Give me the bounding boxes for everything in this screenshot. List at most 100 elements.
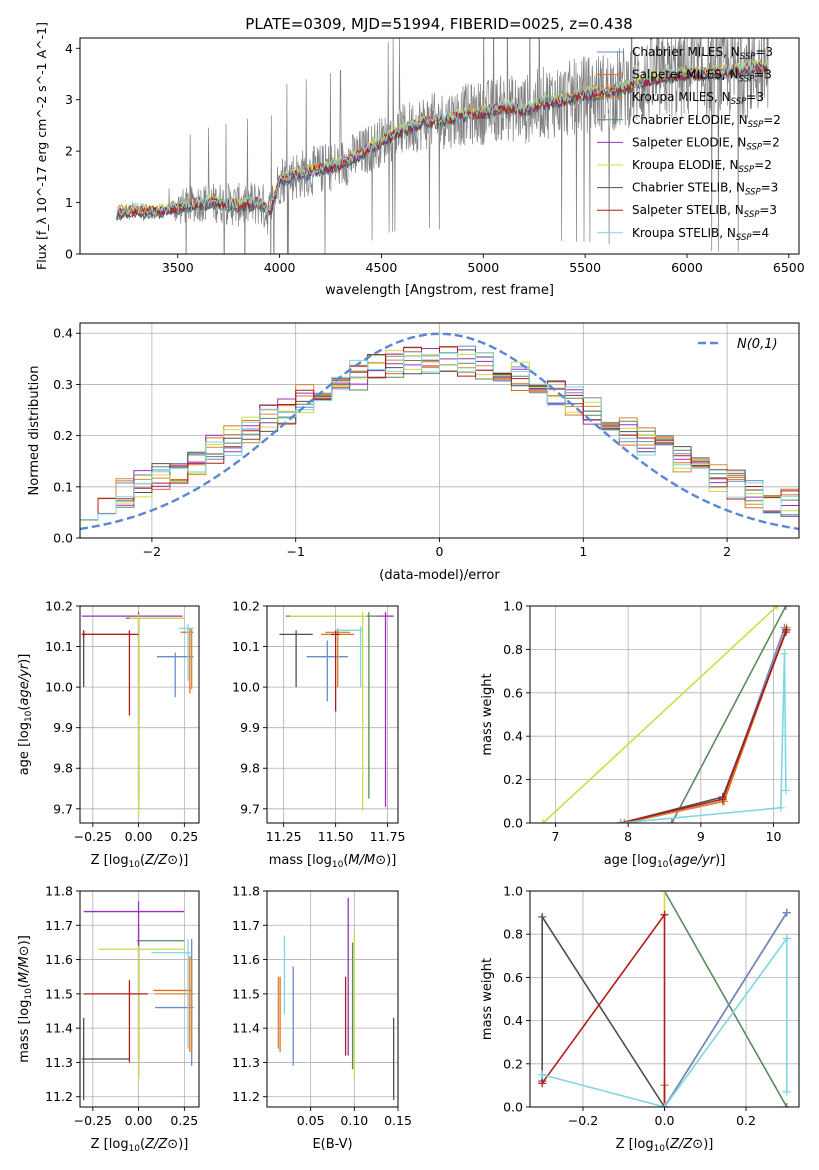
legend-main: Kroupa STELIB, N: [632, 226, 736, 240]
legend-entry: Kroupa STELIB, NSSP=4: [632, 226, 769, 243]
x-tick-label: 9: [697, 829, 705, 844]
weight-marker: [538, 912, 547, 921]
x-tick-label: 6500: [773, 260, 805, 275]
model-spectrum: [116, 62, 769, 219]
x-tick-label: 7: [551, 829, 559, 844]
weight-line: [620, 629, 788, 823]
weight-line: [620, 653, 787, 823]
y-tick-label: 0.2: [53, 428, 73, 443]
x-axis-label: (data-model)/error: [379, 568, 500, 583]
y-tick-label: 0.0: [503, 816, 523, 831]
y-tick-label: 11.7: [232, 918, 260, 933]
label-part: )]: [703, 1137, 713, 1152]
legend-sub: SSP: [745, 188, 761, 198]
y-tick-label: 10.0: [45, 680, 73, 695]
y-tick-label: 11.7: [45, 918, 73, 933]
x-tick-label: 5000: [467, 260, 499, 275]
legend-tail: =3: [755, 45, 773, 59]
legend-entry: Chabrier STELIB, NSSP=3: [632, 181, 778, 198]
legend-main: Salpeter STELIB, N: [632, 203, 744, 217]
x-tick-label: 1: [579, 544, 587, 559]
plot-area: [80, 332, 799, 531]
chart-mass-vs-Z: −0.25 0.00 0.25 11.2 11.3 11.4 11.5 11.6 11.7 11.…: [17, 884, 200, 1154]
label-part: (data-model)/error: [379, 568, 500, 583]
label-part: Z/Z⊙: [144, 1137, 178, 1152]
legend-tail: =2: [762, 135, 780, 149]
label-part: 10: [24, 710, 34, 722]
weight-marker: [616, 819, 625, 823]
plot-area: [81, 901, 194, 1101]
weight-marker: [781, 786, 790, 795]
y-tick-label: 11.4: [45, 1021, 73, 1036]
label-part: 10: [657, 860, 669, 870]
label-part: mass [log: [17, 1000, 32, 1063]
y-tick-label: 11.6: [45, 952, 73, 967]
legend-main: Chabrier ELODIE, N: [632, 113, 748, 127]
label-part: (: [668, 853, 673, 868]
legend-main: Kroupa ELODIE, N: [632, 158, 739, 172]
weight-marker: [660, 891, 669, 895]
y-tick-label: 0.2: [503, 772, 523, 787]
legend-entry: Salpeter ELODIE, NSSP=2: [632, 135, 780, 152]
legend-tail: =3: [754, 68, 772, 82]
label-part: )]: [17, 935, 32, 945]
legend-entry: Chabrier ELODIE, NSSP=2: [632, 113, 781, 130]
y-tick-label: 11.2: [232, 1089, 260, 1104]
y-axis-label: mass weight: [480, 673, 495, 755]
label-part: )]: [178, 853, 188, 868]
label-part: (: [140, 1137, 145, 1152]
x-axis-label: E(B-V): [312, 1137, 352, 1152]
legend-main: Salpeter MILES, N: [632, 68, 739, 82]
y-tick-label: 3: [65, 92, 73, 107]
label-part: mass weight: [480, 673, 495, 755]
x-tick-label: 0.10: [340, 1113, 368, 1128]
y-tick-label: 1: [65, 195, 73, 210]
legend: N(0,1): [698, 337, 778, 352]
model-spectrum: [116, 59, 769, 217]
y-tick-label: 11.6: [232, 952, 260, 967]
y-axis-label: mass weight: [480, 958, 495, 1040]
plot-area: [81, 612, 194, 817]
chart-residuals: −2 −1 0 1 2 0.0 0.1 0.2 0.3 0.4 (data-model)/error…: [27, 322, 800, 583]
x-tick-label: 11.25: [266, 829, 302, 844]
y-tick-label: 11.8: [232, 884, 260, 899]
legend-tail: =3: [746, 90, 764, 104]
weight-marker: [660, 910, 669, 919]
x-tick-label: −1: [286, 544, 304, 559]
figure-title: PLATE=0309, MJD=51994, FIBERID=0025, z=0…: [245, 15, 632, 33]
x-tick-label: 4000: [264, 260, 296, 275]
label-part: Z [log: [91, 1137, 129, 1152]
legend-tail: =2: [754, 158, 772, 172]
weight-line: [663, 891, 788, 1107]
y-tick-label: 11.3: [45, 1055, 73, 1070]
y-tick-label: 2: [65, 144, 73, 159]
plot-area: [538, 891, 791, 1107]
label-part: M/M⊙: [348, 853, 386, 868]
label-part: Z/Z⊙: [669, 1137, 703, 1152]
y-axis-label: Flux [f_λ 10^-17 erg cm^-2 s^-1 A^-1]: [34, 22, 49, 270]
x-tick-label: −0.25: [74, 1113, 112, 1128]
y-tick-label: 11.8: [45, 884, 73, 899]
label-part: (: [17, 983, 32, 988]
weight-marker: [660, 1103, 669, 1107]
y-tick-label: 10.2: [232, 599, 260, 614]
x-tick-label: 0: [436, 544, 444, 559]
y-tick-label: 0.8: [503, 927, 523, 942]
weight-line: [541, 914, 666, 1107]
weight-marker: [538, 1079, 547, 1088]
weight-marker: [782, 934, 791, 943]
y-tick-label: 10.2: [45, 599, 73, 614]
legend-sub: SSP: [746, 142, 762, 152]
label-part: 10: [129, 860, 141, 870]
x-tick-label: 4500: [366, 260, 398, 275]
label-part: 10: [24, 988, 34, 1000]
x-tick-label: 5500: [569, 260, 601, 275]
y-tick-label: 0.1: [53, 479, 73, 494]
label-part: Z [log: [616, 1137, 654, 1152]
x-tick-label: 0.25: [170, 829, 198, 844]
y-tick-label: 11.5: [232, 986, 260, 1001]
x-tick-label: 3500: [162, 260, 194, 275]
x-tick-label: 0.00: [125, 829, 153, 844]
chart-age-vs-Z: −0.25 0.00 0.25 9.7 9.8 9.9 10.0 10.1 10.2 Z [log…: [17, 599, 200, 870]
y-tick-label: 0.4: [53, 326, 73, 341]
